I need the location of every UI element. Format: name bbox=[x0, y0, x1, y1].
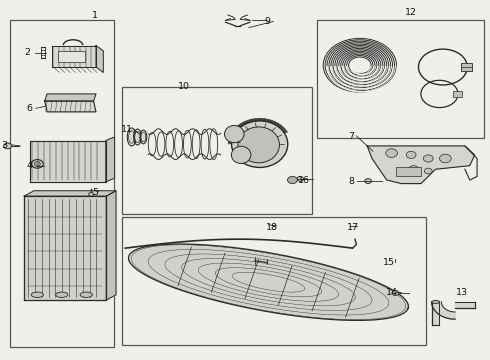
Ellipse shape bbox=[224, 126, 244, 143]
Bar bbox=[9, 21, 114, 347]
Circle shape bbox=[34, 162, 40, 166]
Bar bbox=[318, 21, 485, 138]
Circle shape bbox=[31, 159, 43, 168]
Text: 10: 10 bbox=[178, 82, 190, 91]
Circle shape bbox=[423, 155, 433, 162]
Polygon shape bbox=[24, 196, 106, 300]
Circle shape bbox=[406, 151, 416, 158]
Ellipse shape bbox=[232, 121, 288, 167]
Text: 3: 3 bbox=[1, 141, 8, 150]
Text: 5: 5 bbox=[92, 188, 98, 197]
Ellipse shape bbox=[141, 132, 146, 142]
Ellipse shape bbox=[231, 146, 251, 163]
Bar bbox=[453, 91, 462, 97]
Polygon shape bbox=[432, 302, 455, 319]
Circle shape bbox=[297, 176, 304, 181]
Polygon shape bbox=[128, 244, 409, 320]
Ellipse shape bbox=[128, 131, 135, 143]
Circle shape bbox=[365, 179, 371, 184]
Ellipse shape bbox=[56, 292, 68, 297]
Text: 11: 11 bbox=[121, 125, 133, 134]
Circle shape bbox=[89, 193, 94, 196]
Polygon shape bbox=[24, 191, 116, 196]
Circle shape bbox=[409, 166, 418, 173]
Text: 4: 4 bbox=[26, 161, 32, 170]
Polygon shape bbox=[45, 94, 96, 101]
Text: 2: 2 bbox=[24, 48, 30, 57]
Text: 14: 14 bbox=[386, 288, 397, 297]
Polygon shape bbox=[106, 137, 115, 182]
Text: 9: 9 bbox=[264, 17, 270, 26]
Text: 17: 17 bbox=[346, 223, 359, 232]
Text: 12: 12 bbox=[405, 8, 417, 17]
Circle shape bbox=[424, 168, 432, 174]
Circle shape bbox=[386, 149, 397, 157]
Text: 7: 7 bbox=[348, 132, 355, 141]
Ellipse shape bbox=[80, 292, 92, 297]
Circle shape bbox=[392, 291, 399, 296]
Text: 16: 16 bbox=[297, 176, 310, 185]
Ellipse shape bbox=[31, 292, 44, 297]
Text: 6: 6 bbox=[26, 104, 32, 113]
Text: 1: 1 bbox=[92, 10, 98, 19]
Polygon shape bbox=[106, 191, 116, 300]
Bar bbox=[122, 217, 426, 345]
Polygon shape bbox=[455, 302, 475, 309]
Polygon shape bbox=[52, 45, 96, 67]
Text: 18: 18 bbox=[266, 223, 278, 232]
Ellipse shape bbox=[135, 131, 140, 143]
Text: 13: 13 bbox=[456, 288, 468, 297]
Text: 8: 8 bbox=[348, 177, 355, 186]
Polygon shape bbox=[45, 101, 96, 112]
Text: 15: 15 bbox=[383, 258, 395, 267]
Polygon shape bbox=[367, 146, 475, 184]
Ellipse shape bbox=[238, 127, 279, 163]
Polygon shape bbox=[30, 140, 106, 182]
Bar bbox=[462, 63, 472, 71]
Bar bbox=[122, 87, 313, 214]
Bar bbox=[58, 51, 85, 62]
Polygon shape bbox=[432, 302, 440, 325]
Bar bbox=[396, 167, 421, 176]
Polygon shape bbox=[96, 45, 103, 72]
Circle shape bbox=[288, 176, 297, 184]
Circle shape bbox=[3, 143, 11, 149]
Ellipse shape bbox=[432, 301, 440, 303]
Circle shape bbox=[440, 154, 451, 163]
